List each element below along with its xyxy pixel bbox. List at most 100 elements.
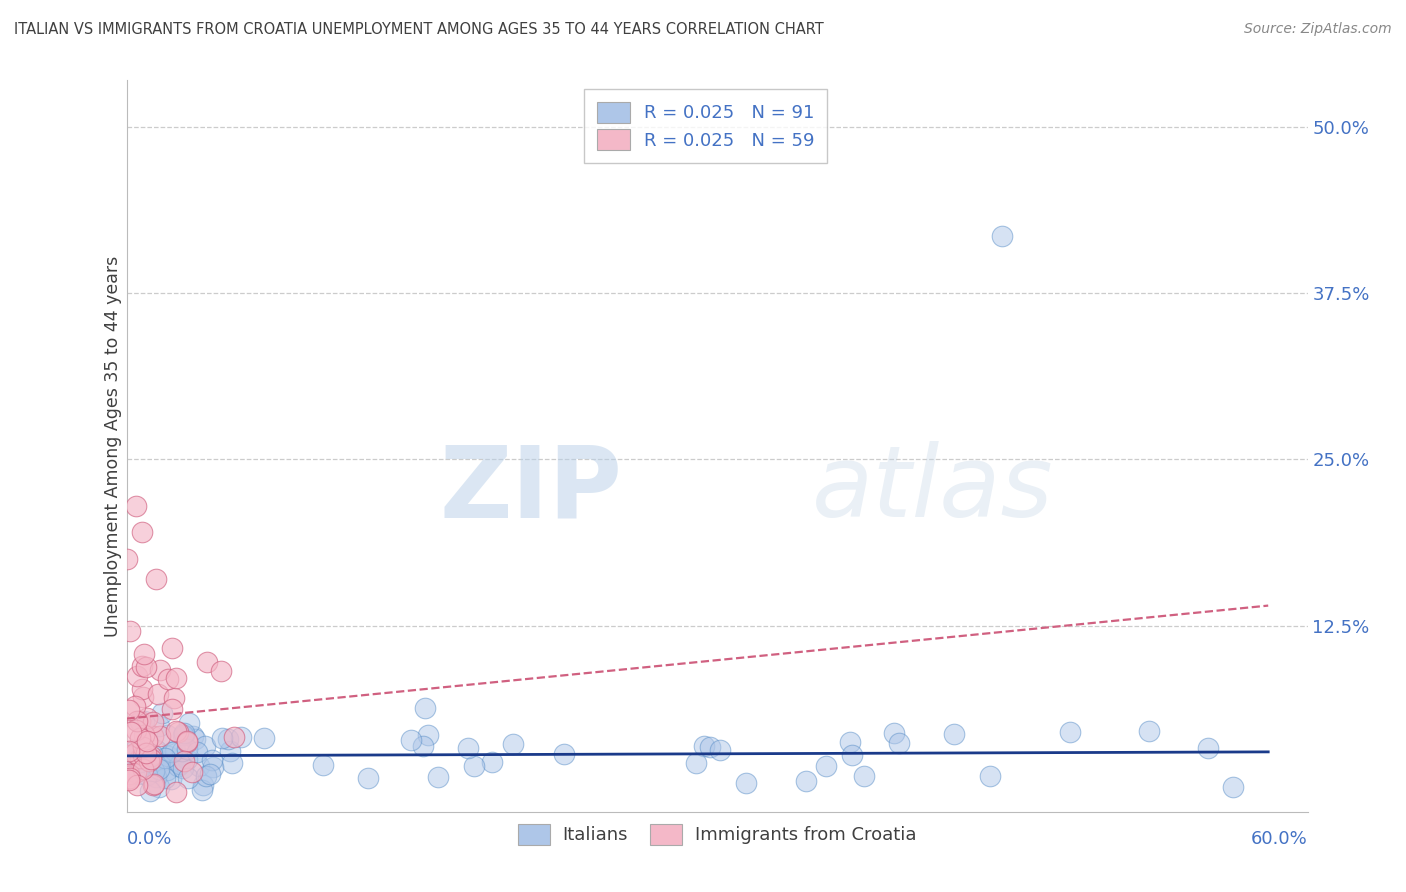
Point	[457, 741, 479, 756]
Point	[194, 739, 217, 754]
Point	[160, 745, 183, 759]
Point	[883, 725, 905, 739]
Point	[141, 747, 163, 762]
Point	[463, 759, 485, 773]
Point	[399, 732, 422, 747]
Point	[132, 647, 155, 661]
Point	[132, 714, 155, 728]
Point	[142, 730, 165, 744]
Point	[1059, 725, 1081, 739]
Point	[142, 714, 165, 729]
Point	[115, 772, 138, 787]
Point	[169, 756, 191, 771]
Point	[202, 760, 225, 774]
Point	[184, 732, 207, 747]
Point	[143, 777, 166, 791]
Point	[173, 754, 195, 768]
Point	[121, 749, 143, 764]
Point	[166, 724, 188, 739]
Point	[145, 771, 167, 785]
Point	[139, 784, 162, 798]
Point	[176, 742, 198, 756]
Point	[183, 729, 205, 743]
Point	[685, 756, 707, 770]
Point	[138, 754, 160, 768]
Point	[132, 762, 155, 776]
Point	[129, 731, 152, 745]
Point	[127, 767, 149, 781]
Point	[132, 690, 155, 704]
Point	[172, 761, 194, 775]
Point	[170, 744, 193, 758]
Point	[173, 726, 195, 740]
Point	[142, 778, 165, 792]
Point	[195, 655, 218, 669]
Point	[118, 702, 141, 716]
Point	[211, 731, 233, 745]
Point	[134, 728, 156, 742]
Point	[143, 764, 166, 778]
Point	[135, 746, 157, 760]
Point	[117, 773, 139, 788]
Point	[1222, 780, 1244, 795]
Point	[553, 747, 575, 761]
Point	[224, 730, 246, 744]
Point	[120, 724, 142, 739]
Legend: Italians, Immigrants from Croatia: Italians, Immigrants from Croatia	[509, 815, 925, 854]
Text: 0.0%: 0.0%	[127, 830, 172, 848]
Point	[143, 764, 166, 778]
Point	[253, 731, 276, 745]
Point	[131, 525, 153, 540]
Point	[502, 737, 524, 751]
Point	[149, 663, 172, 677]
Point	[181, 765, 204, 780]
Point	[177, 716, 200, 731]
Point	[139, 749, 162, 764]
Point	[191, 783, 214, 797]
Point	[117, 748, 139, 763]
Point	[312, 758, 335, 772]
Point	[841, 747, 863, 762]
Point	[118, 759, 141, 773]
Point	[146, 687, 169, 701]
Point	[177, 771, 200, 785]
Point	[427, 770, 450, 784]
Point	[117, 749, 139, 764]
Point	[176, 752, 198, 766]
Point	[693, 739, 716, 753]
Point	[889, 736, 911, 750]
Point	[176, 733, 198, 747]
Point	[153, 751, 176, 765]
Point	[173, 727, 195, 741]
Point	[176, 735, 198, 749]
Point	[120, 624, 142, 638]
Point	[148, 780, 170, 794]
Point	[125, 499, 148, 513]
Point	[221, 756, 243, 770]
Point	[191, 778, 214, 792]
Point	[125, 778, 148, 792]
Point	[115, 552, 138, 566]
Point	[131, 681, 153, 696]
Point	[118, 757, 141, 772]
Point	[160, 772, 183, 786]
Point	[149, 729, 172, 743]
Point	[124, 746, 146, 760]
Point	[416, 728, 439, 742]
Point	[201, 753, 224, 767]
Point	[155, 771, 177, 785]
Point	[839, 734, 862, 748]
Point	[699, 740, 721, 755]
Point	[1137, 724, 1160, 739]
Point	[156, 672, 179, 686]
Point	[129, 714, 152, 728]
Point	[132, 747, 155, 762]
Point	[127, 764, 149, 779]
Point	[131, 739, 153, 754]
Point	[814, 758, 837, 772]
Point	[131, 659, 153, 673]
Point	[481, 755, 503, 769]
Point	[165, 671, 187, 685]
Point	[125, 714, 148, 729]
Point	[156, 763, 179, 777]
